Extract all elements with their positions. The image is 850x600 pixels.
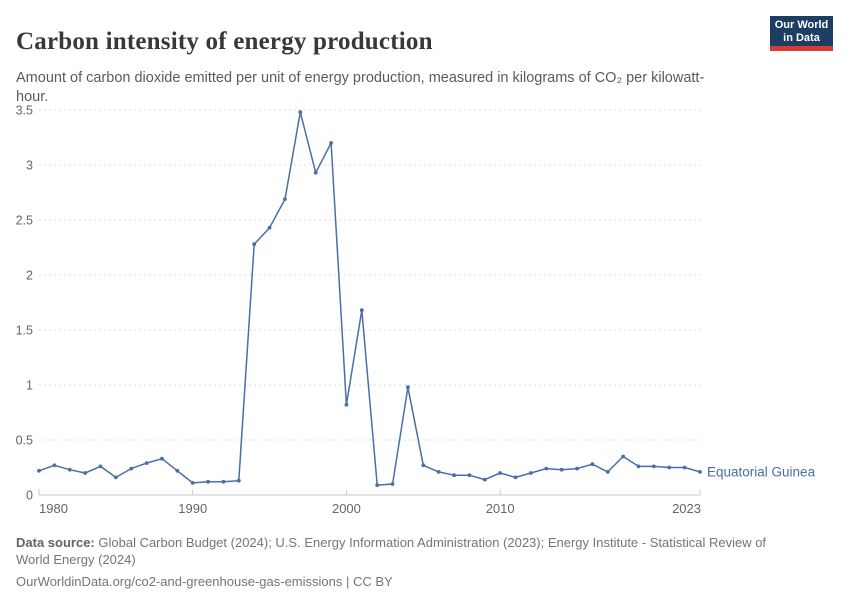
x-axis-tick-label: 1990 — [178, 501, 207, 516]
data-source-label: Data source: — [16, 535, 95, 550]
y-axis-tick-label: 3.5 — [16, 104, 33, 118]
data-point[interactable] — [113, 475, 118, 480]
data-point[interactable] — [190, 481, 195, 485]
y-axis-tick-label: 3 — [26, 159, 33, 173]
data-point[interactable] — [467, 473, 472, 478]
data-point[interactable] — [651, 464, 656, 469]
data-point[interactable] — [329, 141, 333, 145]
line-chart[interactable]: 0 0.5 1 1.5 2 2.5 3 3.5 1980 1990 2000 2010 2023 Equa… — [0, 92, 850, 532]
chart-subtitle: Amount of carbon dioxide emitted per uni… — [16, 69, 705, 105]
data-point[interactable] — [682, 465, 687, 470]
data-point[interactable] — [267, 225, 272, 230]
y-axis-tick-label: 0.5 — [16, 434, 33, 448]
data-point[interactable] — [160, 456, 164, 461]
data-point[interactable] — [144, 461, 149, 465]
data-point[interactable] — [406, 385, 410, 390]
data-point[interactable] — [544, 466, 549, 471]
owid-logo-text: Our World in Data — [770, 16, 833, 46]
data-point[interactable] — [236, 478, 241, 483]
data-point[interactable] — [498, 471, 503, 475]
data-point[interactable] — [421, 463, 426, 468]
data-point[interactable] — [83, 471, 88, 475]
y-axis-tick-label: 1.5 — [16, 324, 33, 338]
data-point[interactable] — [482, 477, 487, 482]
data-point[interactable] — [621, 454, 626, 459]
data-point[interactable] — [52, 463, 57, 468]
data-point[interactable] — [436, 470, 441, 474]
data-point[interactable] — [37, 468, 41, 473]
data-point[interactable] — [344, 402, 349, 407]
data-source-text: Global Carbon Budget (2024); U.S. Energy… — [16, 535, 767, 567]
data-point[interactable] — [298, 110, 303, 115]
data-point[interactable] — [452, 473, 456, 478]
y-axis-tick-label: 2.5 — [16, 214, 33, 228]
data-point[interactable] — [252, 242, 257, 247]
data-point[interactable] — [206, 479, 210, 484]
data-point[interactable] — [559, 467, 564, 472]
data-point[interactable] — [636, 464, 641, 469]
data-point[interactable] — [175, 468, 180, 473]
owid-logo[interactable]: Our World in Data — [770, 16, 833, 51]
data-point[interactable] — [283, 197, 287, 201]
data-point[interactable] — [698, 470, 702, 474]
x-axis-tick-label: 2000 — [332, 501, 361, 516]
y-axis-tick-label: 0 — [26, 489, 33, 503]
data-source-note: Data source: Global Carbon Budget (2024)… — [16, 534, 794, 568]
owid-url-link[interactable]: OurWorldinData.org/co2-and-greenhouse-ga… — [16, 574, 393, 589]
data-point[interactable] — [590, 462, 595, 467]
chart-footer: Data source: Global Carbon Budget (2024)… — [16, 534, 794, 590]
data-point[interactable] — [390, 482, 395, 486]
x-axis-tick-label: 2010 — [486, 501, 515, 516]
y-axis-tick-label: 1 — [26, 379, 33, 393]
data-point[interactable] — [98, 464, 103, 469]
owid-logo-red-bar — [770, 46, 833, 51]
trend-line[interactable] — [38, 111, 701, 486]
data-point[interactable] — [605, 470, 610, 474]
data-point[interactable] — [129, 466, 134, 471]
data-point[interactable] — [221, 479, 226, 484]
x-axis-tick-label: 2023 — [672, 501, 701, 516]
data-point[interactable] — [667, 465, 672, 470]
page-title: Carbon intensity of energy production — [16, 27, 433, 55]
data-point[interactable] — [575, 466, 579, 471]
data-point[interactable] — [67, 467, 72, 472]
entity-label: Equatorial Guinea — [707, 464, 816, 479]
data-point[interactable] — [513, 475, 518, 480]
data-point[interactable] — [375, 483, 380, 487]
data-point[interactable] — [529, 471, 533, 475]
y-axis-tick-label: 2 — [26, 269, 33, 283]
data-point[interactable] — [313, 170, 318, 175]
line-chart-svg[interactable]: 0 0.5 1 1.5 2 2.5 3 3.5 1980 1990 2000 2010 2023 Equa… — [0, 92, 850, 532]
data-point[interactable] — [359, 308, 364, 313]
x-axis-tick-label: 1980 — [39, 501, 68, 516]
